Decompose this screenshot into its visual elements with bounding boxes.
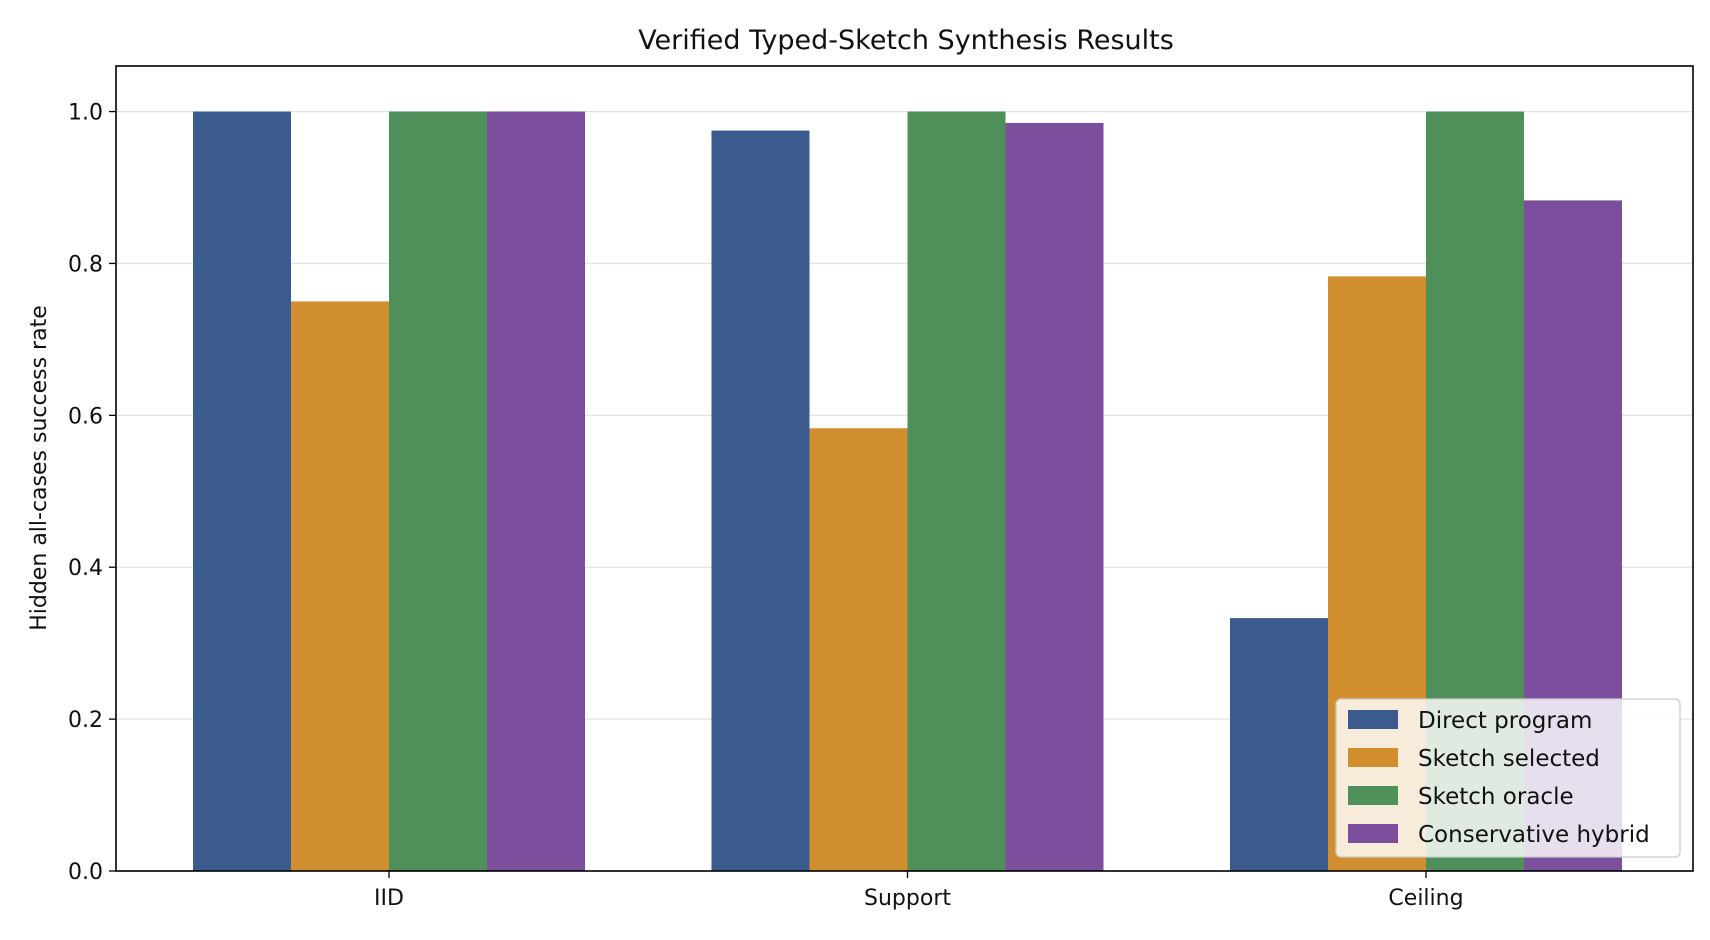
y-axis: 0.0 0.2 0.4 0.6 0.8 1.0 xyxy=(68,101,116,885)
bar-sketch-oracle-iid xyxy=(389,111,487,871)
bar-direct-program-support xyxy=(711,130,810,871)
bar-sketch-oracle-support xyxy=(907,111,1006,871)
legend-label: Conservative hybrid xyxy=(1418,822,1650,848)
y-tick-label: 0.6 xyxy=(68,404,103,429)
chart-title: Verified Typed-Sketch Synthesis Results xyxy=(638,25,1174,56)
bar-conservative-hybrid-iid xyxy=(487,111,585,871)
legend-swatch xyxy=(1348,710,1398,729)
legend-label: Direct program xyxy=(1418,708,1592,734)
bar-conservative-hybrid-support xyxy=(1005,122,1104,872)
bar-sketch-selected-support xyxy=(809,428,908,871)
y-tick-label: 0.0 xyxy=(68,860,103,885)
y-tick-label: 0.2 xyxy=(68,708,103,733)
legend-label: Sketch oracle xyxy=(1418,784,1574,810)
legend-swatch xyxy=(1348,786,1398,805)
x-axis: IID Support Ceiling xyxy=(374,871,1464,911)
legend-swatch xyxy=(1348,824,1398,843)
x-tick-label: IID xyxy=(374,886,404,911)
y-tick-label: 0.8 xyxy=(68,252,103,277)
plot-frame xyxy=(115,65,1694,872)
x-tick-label: Ceiling xyxy=(1388,886,1463,911)
bar-sketch-selected-iid xyxy=(291,301,389,871)
legend-swatch xyxy=(1348,748,1398,767)
x-tick-label: Support xyxy=(864,886,951,911)
bar-direct-program-ceiling xyxy=(1230,618,1328,871)
y-tick-label: 1.0 xyxy=(68,101,103,126)
bar-direct-program-iid xyxy=(193,111,291,871)
y-tick-label: 0.4 xyxy=(68,556,103,581)
y-axis-label: Hidden all-cases success rate xyxy=(27,305,52,630)
legend-label: Sketch selected xyxy=(1418,746,1600,772)
legend-box xyxy=(1335,698,1681,858)
legend: Direct program Sketch selected Sketch orac… xyxy=(1335,698,1681,858)
